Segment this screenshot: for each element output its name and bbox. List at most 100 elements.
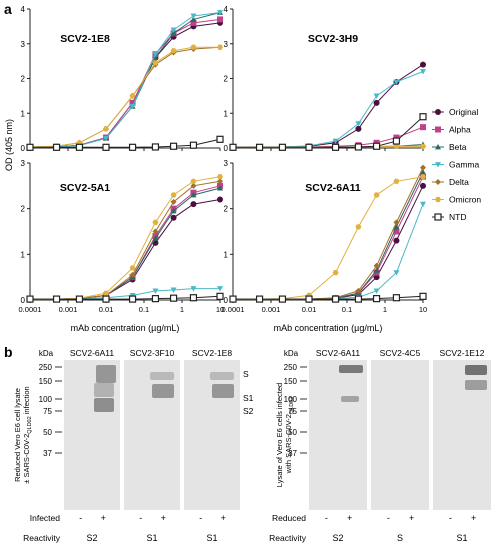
row2-label: Reactivity	[269, 533, 307, 543]
legend-item-delta: Delta	[432, 177, 469, 187]
legend-marker	[435, 109, 441, 115]
series-ntd	[229, 292, 427, 303]
series-ntd	[26, 135, 224, 151]
reactivity-value: S2	[86, 533, 97, 543]
blot-band	[152, 384, 174, 398]
series-line	[233, 203, 424, 300]
data-point	[129, 99, 136, 106]
data-point	[129, 265, 136, 271]
y-tick-label: 1	[224, 109, 229, 118]
legend-label: Delta	[449, 177, 469, 187]
data-point	[129, 103, 136, 110]
data-point	[355, 121, 362, 127]
row1-minus: -	[79, 513, 82, 523]
data-point	[420, 174, 426, 180]
lane-name: SCV2-6A11	[70, 348, 115, 358]
data-point	[75, 143, 84, 151]
row1-label: Reduced	[272, 513, 306, 523]
series-line	[29, 46, 221, 148]
data-point	[419, 113, 427, 121]
legend-marker	[435, 196, 441, 203]
y-tick-label: 3	[21, 40, 26, 49]
data-point	[278, 143, 287, 151]
data-point	[393, 79, 400, 85]
data-point	[170, 287, 177, 293]
legend-item-gamma: Gamma	[432, 160, 480, 170]
series-omicron	[27, 44, 223, 150]
blot-membrane	[309, 360, 367, 510]
series-original	[230, 182, 426, 303]
data-point	[216, 292, 224, 300]
x-tick-label: 0.1	[139, 305, 149, 314]
series-line	[29, 46, 220, 148]
data-point	[190, 19, 197, 26]
blot-band	[96, 365, 116, 383]
legend-label: Beta	[449, 142, 467, 152]
reactivity-value: S1	[146, 533, 157, 543]
y-tick-label: 0	[21, 296, 26, 305]
data-point	[420, 61, 426, 68]
data-point	[103, 290, 109, 296]
y-tick-label: 2	[224, 75, 229, 84]
blot-membrane	[184, 360, 240, 510]
series-line	[29, 12, 221, 148]
y-tick-label: 1	[21, 109, 26, 118]
data-point	[392, 137, 401, 145]
data-point	[393, 270, 400, 276]
lane-name: SCV2-6A11	[316, 348, 361, 358]
y-tick-label: 0	[21, 144, 26, 153]
data-point	[170, 214, 177, 221]
marker-label: 50	[43, 428, 52, 437]
series-gamma	[230, 201, 426, 303]
data-point	[420, 69, 426, 75]
row1-minus: -	[139, 513, 142, 523]
elisa-plots: 0 1 2 3 4 SCV2-1E8 0 1 2 3 4 SCV2-3H9 0 1 2 3 0.0001 0.00…	[19, 5, 428, 314]
row1-plus: +	[471, 513, 476, 523]
data-point	[354, 143, 363, 151]
row2-label: Reactivity	[23, 533, 61, 543]
series-beta	[27, 9, 223, 150]
data-point	[373, 267, 380, 273]
blot-y-label: Lysate of Vero E6 cells infectedwith SAR…	[275, 383, 295, 487]
blot-band	[210, 372, 234, 380]
data-point	[332, 138, 339, 145]
series-delta	[27, 44, 223, 150]
blot-y-label: Reduced Vero E6 cell lysate± SARS-C0V-2Q…	[13, 386, 33, 483]
data-point	[255, 143, 264, 151]
data-point	[190, 286, 197, 292]
plot-title: SCV2-5A1	[60, 182, 110, 194]
data-point	[392, 294, 401, 302]
data-point	[151, 295, 160, 303]
lane-name: SCV2-3F10	[130, 348, 175, 358]
data-point	[217, 174, 223, 180]
data-point	[75, 295, 84, 303]
data-point	[331, 295, 340, 303]
row1-label: Infected	[30, 513, 61, 523]
legend-marker	[434, 213, 442, 221]
data-point	[373, 288, 380, 294]
data-point	[169, 294, 178, 302]
data-point	[373, 274, 380, 281]
data-point	[190, 201, 197, 208]
data-point	[255, 295, 264, 303]
blot-band	[94, 398, 114, 412]
data-point	[152, 235, 159, 241]
lane-scv2-4c5: SCV2-4C5 - + S	[371, 348, 429, 543]
series-gamma	[27, 10, 223, 151]
data-point	[217, 44, 223, 50]
legend-item-alpha: Alpha	[432, 125, 471, 135]
data-point	[170, 192, 177, 198]
marker-label: 250	[39, 363, 53, 372]
x-tick-label: 0.01	[99, 305, 114, 314]
data-point	[217, 185, 223, 191]
y-tick-label: 1	[224, 250, 229, 259]
series-ntd	[26, 292, 224, 303]
lane-scv2-1e12: SCV2-1E12 - + S1	[433, 348, 491, 543]
data-point	[190, 182, 197, 189]
kda-label: kDa	[39, 349, 54, 358]
series-line	[29, 22, 221, 148]
legend-marker	[435, 162, 441, 168]
data-point	[373, 192, 380, 198]
lane-name: SCV2-1E12	[440, 348, 485, 358]
